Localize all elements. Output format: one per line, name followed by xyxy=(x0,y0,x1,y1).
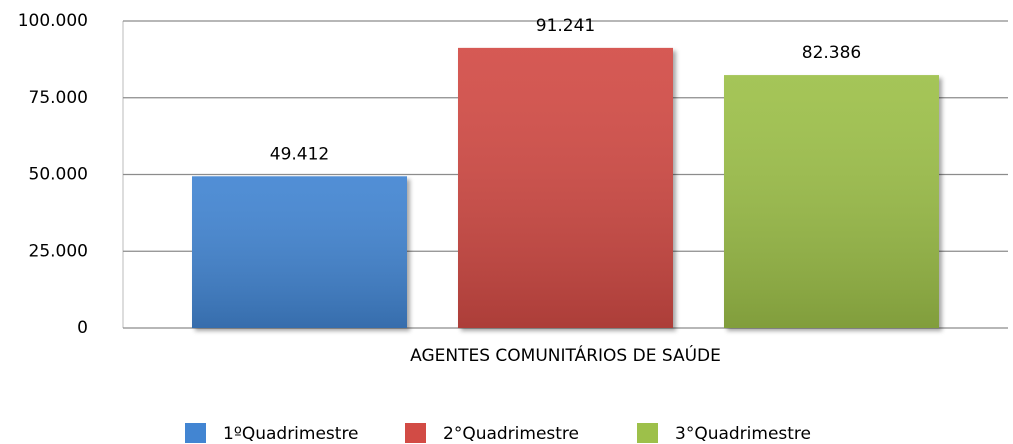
legend-label: 2°Quadrimestre xyxy=(443,424,579,444)
y-tick-label: 100.000 xyxy=(18,11,88,31)
bar-shade xyxy=(192,176,407,328)
data-label: 82.386 xyxy=(802,43,861,63)
bar-shade xyxy=(458,47,673,328)
legend-swatch xyxy=(637,423,658,443)
legend-swatch xyxy=(405,423,426,443)
y-tick-label: 0 xyxy=(77,318,88,338)
y-tick-label: 50.000 xyxy=(29,165,88,185)
legend-label: 1ºQuadrimestre xyxy=(223,424,359,444)
data-label: 49.412 xyxy=(270,144,329,164)
y-tick-label: 25.000 xyxy=(29,241,88,261)
legend-swatch xyxy=(185,423,206,443)
legend-label: 3°Quadrimestre xyxy=(675,424,811,444)
y-tick-label: 75.000 xyxy=(29,88,88,108)
bar-shade xyxy=(724,75,939,328)
data-label: 91.241 xyxy=(536,16,595,36)
x-tick-label: AGENTES COMUNITÁRIOS DE SAÚDE xyxy=(410,344,721,366)
